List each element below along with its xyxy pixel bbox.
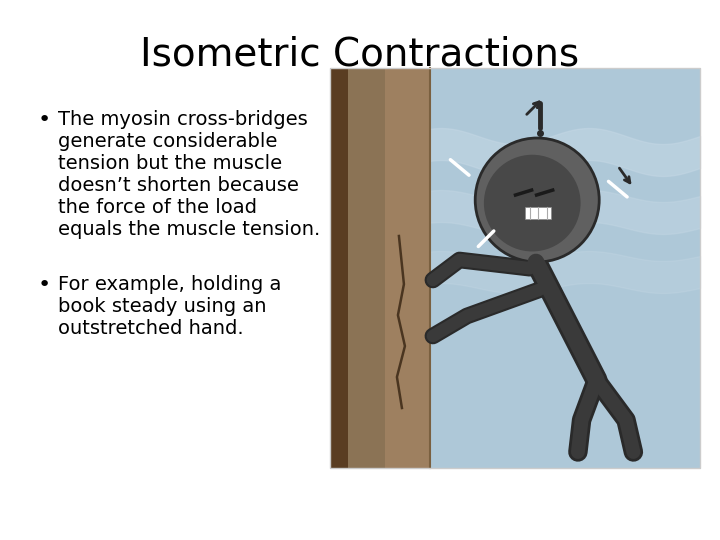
Text: equals the muscle tension.: equals the muscle tension. [58, 220, 320, 239]
Text: •: • [38, 275, 51, 295]
Text: For example, holding a: For example, holding a [58, 275, 282, 294]
Text: book steady using an: book steady using an [58, 297, 266, 316]
Text: the force of the load: the force of the load [58, 198, 257, 217]
Text: The myosin cross-bridges: The myosin cross-bridges [58, 110, 307, 129]
Text: Isometric Contractions: Isometric Contractions [140, 35, 580, 73]
Text: doesn’t shorten because: doesn’t shorten because [58, 176, 299, 195]
Bar [330, 68, 700, 468]
Text: tension but the muscle: tension but the muscle [58, 154, 282, 173]
Bar [330, 68, 430, 468]
Bar [330, 68, 700, 468]
Circle shape [475, 138, 599, 262]
Bar [330, 68, 348, 468]
Bar [525, 207, 551, 219]
Circle shape [484, 155, 580, 252]
Bar [385, 68, 430, 468]
Text: outstretched hand.: outstretched hand. [58, 319, 243, 338]
Text: •: • [38, 110, 51, 130]
Text: generate considerable: generate considerable [58, 132, 277, 151]
